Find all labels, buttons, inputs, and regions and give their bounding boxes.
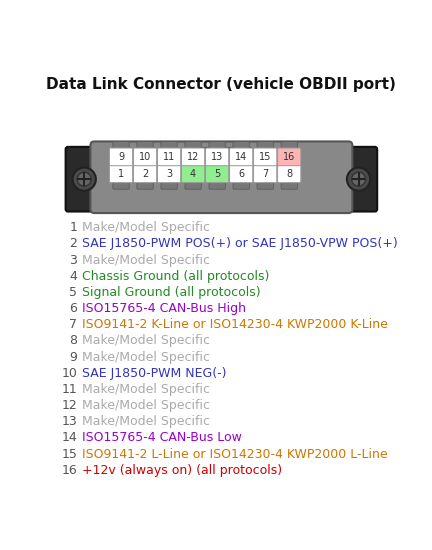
- Text: Data Link Connector (vehicle OBDII port): Data Link Connector (vehicle OBDII port): [47, 77, 396, 92]
- FancyBboxPatch shape: [137, 182, 153, 189]
- Text: Make/Model Specific: Make/Model Specific: [82, 221, 210, 234]
- FancyBboxPatch shape: [137, 141, 153, 149]
- FancyBboxPatch shape: [206, 165, 229, 183]
- Text: 11: 11: [61, 383, 77, 396]
- Text: 5: 5: [69, 286, 77, 299]
- Text: 2: 2: [142, 169, 148, 179]
- FancyBboxPatch shape: [109, 165, 133, 183]
- Text: Make/Model Specific: Make/Model Specific: [82, 334, 210, 348]
- FancyBboxPatch shape: [181, 165, 205, 183]
- Text: 2: 2: [70, 238, 77, 250]
- Text: SAE J1850-PWM POS(+) or SAE J1850-VPW POS(+): SAE J1850-PWM POS(+) or SAE J1850-VPW PO…: [82, 238, 397, 250]
- FancyBboxPatch shape: [254, 148, 277, 166]
- FancyBboxPatch shape: [233, 182, 249, 189]
- Text: 1: 1: [70, 221, 77, 234]
- Circle shape: [347, 168, 370, 191]
- Text: 5: 5: [214, 169, 220, 179]
- Text: Make/Model Specific: Make/Model Specific: [82, 383, 210, 396]
- FancyBboxPatch shape: [113, 182, 129, 189]
- Text: 8: 8: [286, 169, 292, 179]
- Text: ISO15765-4 CAN-Bus Low: ISO15765-4 CAN-Bus Low: [82, 431, 242, 444]
- FancyBboxPatch shape: [209, 141, 225, 149]
- FancyBboxPatch shape: [185, 141, 201, 149]
- FancyBboxPatch shape: [254, 165, 277, 183]
- Bar: [192, 147, 251, 169]
- Text: Make/Model Specific: Make/Model Specific: [82, 350, 210, 364]
- Text: 13: 13: [211, 152, 223, 162]
- Text: 10: 10: [139, 152, 151, 162]
- Circle shape: [77, 172, 91, 186]
- FancyBboxPatch shape: [161, 182, 177, 189]
- FancyBboxPatch shape: [113, 141, 129, 149]
- Text: ISO15765-4 CAN-Bus High: ISO15765-4 CAN-Bus High: [82, 302, 246, 315]
- Circle shape: [73, 168, 96, 191]
- Text: 6: 6: [238, 169, 244, 179]
- Text: 7: 7: [69, 318, 77, 331]
- Text: ISO9141-2 K-Line or ISO14230-4 KWP2000 K-Line: ISO9141-2 K-Line or ISO14230-4 KWP2000 K…: [82, 318, 388, 331]
- FancyBboxPatch shape: [157, 148, 181, 166]
- Bar: [205, 149, 238, 163]
- Text: 13: 13: [61, 415, 77, 428]
- FancyBboxPatch shape: [206, 148, 229, 166]
- FancyBboxPatch shape: [157, 165, 181, 183]
- Text: 16: 16: [61, 464, 77, 477]
- FancyBboxPatch shape: [278, 148, 301, 166]
- FancyBboxPatch shape: [185, 182, 201, 189]
- FancyBboxPatch shape: [233, 141, 249, 149]
- Text: 12: 12: [61, 399, 77, 412]
- Text: 11: 11: [163, 152, 175, 162]
- Text: 3: 3: [70, 254, 77, 267]
- FancyBboxPatch shape: [66, 147, 103, 212]
- FancyBboxPatch shape: [133, 165, 157, 183]
- Text: 14: 14: [235, 152, 247, 162]
- FancyBboxPatch shape: [229, 165, 253, 183]
- Text: 15: 15: [259, 152, 271, 162]
- Text: 7: 7: [262, 169, 268, 179]
- FancyBboxPatch shape: [281, 182, 297, 189]
- Text: 3: 3: [166, 169, 172, 179]
- Circle shape: [352, 172, 365, 186]
- Text: 9: 9: [118, 152, 124, 162]
- Text: 16: 16: [283, 152, 295, 162]
- FancyBboxPatch shape: [161, 141, 177, 149]
- FancyBboxPatch shape: [257, 182, 273, 189]
- Text: 6: 6: [70, 302, 77, 315]
- FancyBboxPatch shape: [90, 141, 353, 213]
- FancyBboxPatch shape: [278, 165, 301, 183]
- Text: 4: 4: [70, 270, 77, 283]
- FancyBboxPatch shape: [209, 182, 225, 189]
- Text: Signal Ground (all protocols): Signal Ground (all protocols): [82, 286, 260, 299]
- Text: 12: 12: [187, 152, 199, 162]
- Text: 15: 15: [61, 448, 77, 460]
- Text: 8: 8: [69, 334, 77, 348]
- Text: +12v (always on) (all protocols): +12v (always on) (all protocols): [82, 464, 282, 477]
- Text: 1: 1: [118, 169, 124, 179]
- Text: ISO9141-2 L-Line or ISO14230-4 KWP2000 L-Line: ISO9141-2 L-Line or ISO14230-4 KWP2000 L…: [82, 448, 388, 460]
- Text: SAE J1850-PWM NEG(-): SAE J1850-PWM NEG(-): [82, 367, 226, 380]
- Text: 9: 9: [70, 350, 77, 364]
- Text: Make/Model Specific: Make/Model Specific: [82, 415, 210, 428]
- FancyBboxPatch shape: [133, 148, 157, 166]
- Text: 14: 14: [61, 431, 77, 444]
- FancyBboxPatch shape: [181, 148, 205, 166]
- Text: 10: 10: [61, 367, 77, 380]
- Text: Make/Model Specific: Make/Model Specific: [82, 399, 210, 412]
- Text: Chassis Ground (all protocols): Chassis Ground (all protocols): [82, 270, 269, 283]
- FancyBboxPatch shape: [281, 141, 297, 149]
- FancyBboxPatch shape: [257, 141, 273, 149]
- FancyBboxPatch shape: [340, 147, 377, 212]
- Text: Make/Model Specific: Make/Model Specific: [82, 254, 210, 267]
- FancyBboxPatch shape: [109, 148, 133, 166]
- Text: 4: 4: [190, 169, 196, 179]
- FancyBboxPatch shape: [229, 148, 253, 166]
